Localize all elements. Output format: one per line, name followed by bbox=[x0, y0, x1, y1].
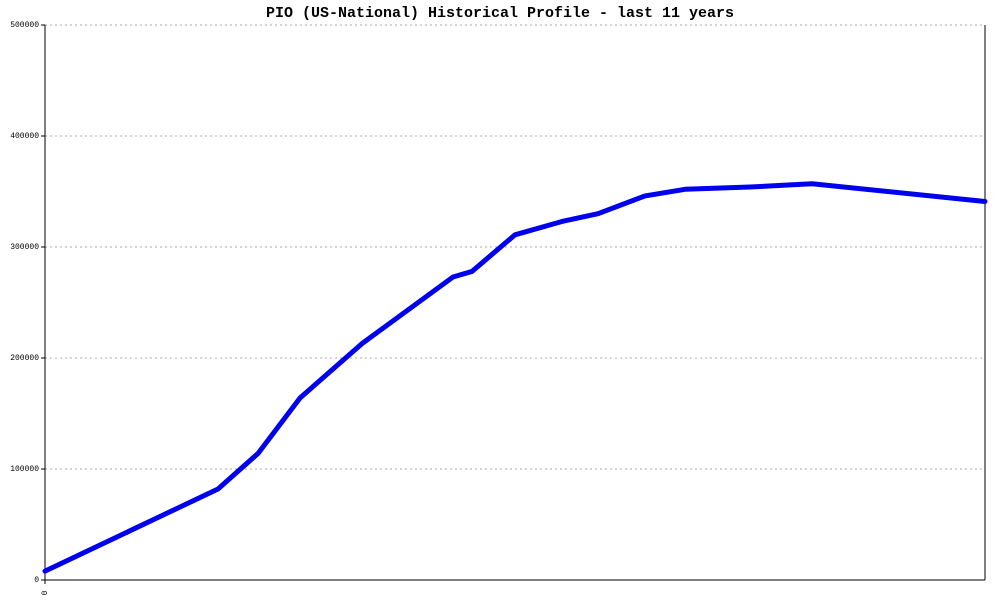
x-tick-label: 0 bbox=[41, 590, 50, 595]
y-tick-label: 300000 bbox=[10, 243, 39, 252]
y-tick-label: 0 bbox=[34, 576, 39, 585]
y-tick-label: 100000 bbox=[10, 465, 39, 474]
y-tick-label: 500000 bbox=[10, 21, 39, 30]
y-tick-label: 400000 bbox=[10, 132, 39, 141]
chart-title: PIO (US-National) Historical Profile - l… bbox=[266, 5, 734, 22]
data-line bbox=[42, 181, 988, 574]
y-tick-label: 200000 bbox=[10, 354, 39, 363]
